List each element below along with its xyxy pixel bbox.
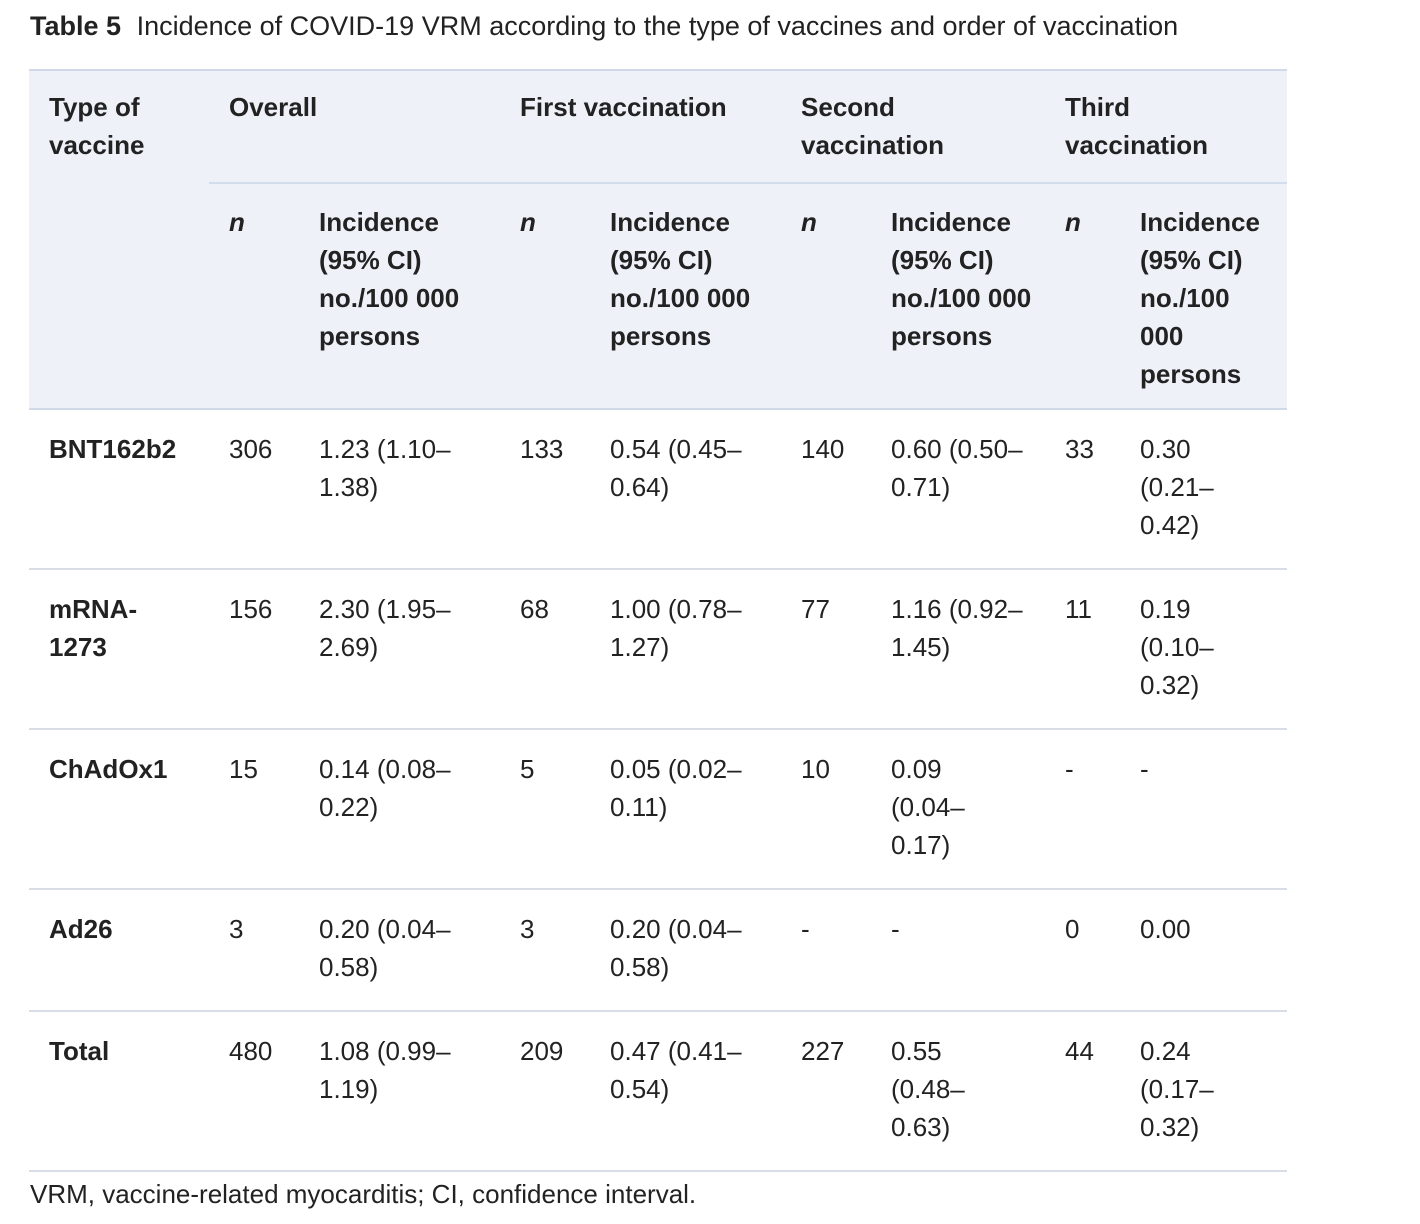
header-first-n: n	[500, 183, 591, 410]
cell-third-n: 11	[1045, 569, 1121, 730]
cell-overall-n: 480	[209, 1011, 299, 1172]
header-third-incidence: Incidence (95% CI) no./100 000 persons	[1120, 183, 1288, 410]
header-spacer	[29, 183, 209, 410]
cell-overall-n: 15	[209, 729, 299, 890]
table-row: ChAdOx1 15 0.14 (0.08–0.22) 5 0.05 (0.02…	[29, 729, 1288, 890]
cell-first-n: 3	[500, 889, 591, 1012]
row-vaccine-name: ChAdOx1	[29, 729, 209, 890]
row-vaccine-name: Total	[29, 1011, 209, 1172]
table-title: Incidence of COVID-19 VRM according to t…	[136, 11, 1179, 41]
cell-third-n: 44	[1045, 1011, 1121, 1172]
cell-first-n: 5	[500, 729, 591, 890]
cell-second-n: 227	[781, 1011, 872, 1172]
cell-third-n: 33	[1045, 409, 1121, 570]
cell-overall-n: 306	[209, 409, 299, 570]
cell-first-incidence: 0.54 (0.45–0.64)	[590, 409, 782, 570]
table-row: mRNA-1273 156 2.30 (1.95–2.69) 68 1.00 (…	[29, 569, 1288, 730]
incidence-table: Type of vaccine Overall First vaccinatio…	[29, 69, 1288, 1172]
cell-third-n: 0	[1045, 889, 1121, 1012]
cell-overall-incidence: 1.08 (0.99–1.19)	[299, 1011, 501, 1172]
row-vaccine-name: mRNA-1273	[29, 569, 209, 730]
header-second-incidence: Incidence (95% CI) no./100 000 persons	[871, 183, 1046, 410]
cell-second-incidence: 0.55 (0.48–0.63)	[871, 1011, 1046, 1172]
cell-first-n: 209	[500, 1011, 591, 1172]
cell-third-incidence: 0.24 (0.17–0.32)	[1120, 1011, 1288, 1172]
table-number: Table 5	[30, 11, 122, 41]
header-third-n: n	[1045, 183, 1121, 410]
table-header: Type of vaccine Overall First vaccinatio…	[29, 69, 1288, 410]
cell-overall-n: 3	[209, 889, 299, 1012]
table-row-total: Total 480 1.08 (0.99–1.19) 209 0.47 (0.4…	[29, 1011, 1288, 1172]
row-vaccine-name: Ad26	[29, 889, 209, 1012]
cell-overall-incidence: 1.23 (1.10–1.38)	[299, 409, 501, 570]
cell-third-n: -	[1045, 729, 1121, 890]
header-third-vaccination: Third vaccination	[1045, 69, 1288, 184]
cell-first-incidence: 0.05 (0.02–0.11)	[590, 729, 782, 890]
cell-first-incidence: 0.47 (0.41–0.54)	[590, 1011, 782, 1172]
cell-third-incidence: 0.19 (0.10–0.32)	[1120, 569, 1288, 730]
cell-second-incidence: 1.16 (0.92–1.45)	[871, 569, 1046, 730]
cell-second-n: -	[781, 889, 872, 1012]
cell-first-incidence: 1.00 (0.78–1.27)	[590, 569, 782, 730]
cell-third-incidence: 0.30 (0.21–0.42)	[1120, 409, 1288, 570]
cell-second-n: 77	[781, 569, 872, 730]
cell-second-incidence: 0.09 (0.04–0.17)	[871, 729, 1046, 890]
header-type-of-vaccine: Type of vaccine	[29, 69, 209, 183]
header-first-vaccination: First vaccination	[500, 69, 782, 184]
table-row: Ad26 3 0.20 (0.04–0.58) 3 0.20 (0.04–0.5…	[29, 889, 1288, 1012]
cell-third-incidence: -	[1120, 729, 1288, 890]
cell-first-incidence: 0.20 (0.04–0.58)	[590, 889, 782, 1012]
table-row: BNT162b2 306 1.23 (1.10–1.38) 133 0.54 (…	[29, 409, 1288, 570]
cell-second-n: 10	[781, 729, 872, 890]
cell-third-incidence: 0.00	[1120, 889, 1288, 1012]
header-second-vaccination: Second vaccination	[781, 69, 1046, 184]
header-second-n: n	[781, 183, 872, 410]
header-overall-incidence: Incidence (95% CI) no./100 000 persons	[299, 183, 501, 410]
cell-first-n: 68	[500, 569, 591, 730]
cell-overall-n: 156	[209, 569, 299, 730]
cell-overall-incidence: 0.20 (0.04–0.58)	[299, 889, 501, 1012]
table-footnote: VRM, vaccine-related myocarditis; CI, co…	[30, 1179, 697, 1209]
cell-second-incidence: 0.60 (0.50–0.71)	[871, 409, 1046, 570]
cell-first-n: 133	[500, 409, 591, 570]
cell-second-incidence: -	[871, 889, 1046, 1012]
cell-overall-incidence: 0.14 (0.08–0.22)	[299, 729, 501, 890]
header-first-incidence: Incidence (95% CI) no./100 000 persons	[590, 183, 782, 410]
cell-second-n: 140	[781, 409, 872, 570]
cell-overall-incidence: 2.30 (1.95–2.69)	[299, 569, 501, 730]
header-overall-n: n	[209, 183, 299, 410]
header-overall: Overall	[209, 69, 501, 184]
row-vaccine-name: BNT162b2	[29, 409, 209, 570]
table-body: BNT162b2 306 1.23 (1.10–1.38) 133 0.54 (…	[29, 409, 1288, 1172]
table-caption: Table 5 Incidence of COVID-19 VRM accord…	[30, 8, 1178, 44]
